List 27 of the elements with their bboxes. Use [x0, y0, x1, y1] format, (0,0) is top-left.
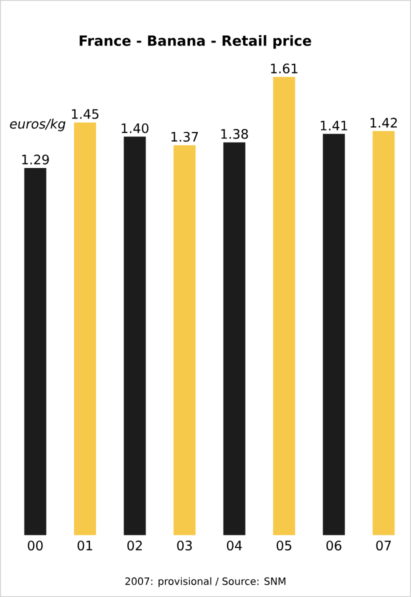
- data-label: 1.61: [271, 64, 298, 74]
- x-tick-label: 05: [276, 540, 292, 550]
- bar: [372, 130, 395, 536]
- x-tick-label: 03: [177, 540, 192, 550]
- x-tick-label: 02: [127, 540, 142, 550]
- x-tick-label: 06: [326, 540, 342, 550]
- x-tick-label: 00: [28, 540, 43, 550]
- data-label: 1.38: [221, 129, 248, 139]
- bar: [223, 142, 246, 536]
- data-label: 1.37: [172, 132, 198, 142]
- bar: [24, 168, 46, 536]
- text: 2007: provisional / Source: SNM: [125, 577, 286, 587]
- data-label: 1.42: [370, 118, 397, 128]
- bar: [273, 76, 296, 536]
- data-label: 1.45: [72, 109, 98, 119]
- bar: [174, 145, 196, 536]
- chart-title: France - Banana - Retail price: [80, 35, 312, 49]
- bar: [322, 134, 345, 536]
- bar: [124, 136, 146, 536]
- x-tick-label: 07: [376, 540, 391, 550]
- x-tick-label: 04: [226, 540, 242, 550]
- bar: [74, 122, 96, 536]
- annotation: euros/kg: [10, 118, 66, 132]
- data-label: 1.29: [22, 154, 49, 164]
- data-label: 1.41: [320, 120, 348, 130]
- x-tick-label: 01: [78, 540, 92, 550]
- data-label: 1.40: [122, 123, 148, 134]
